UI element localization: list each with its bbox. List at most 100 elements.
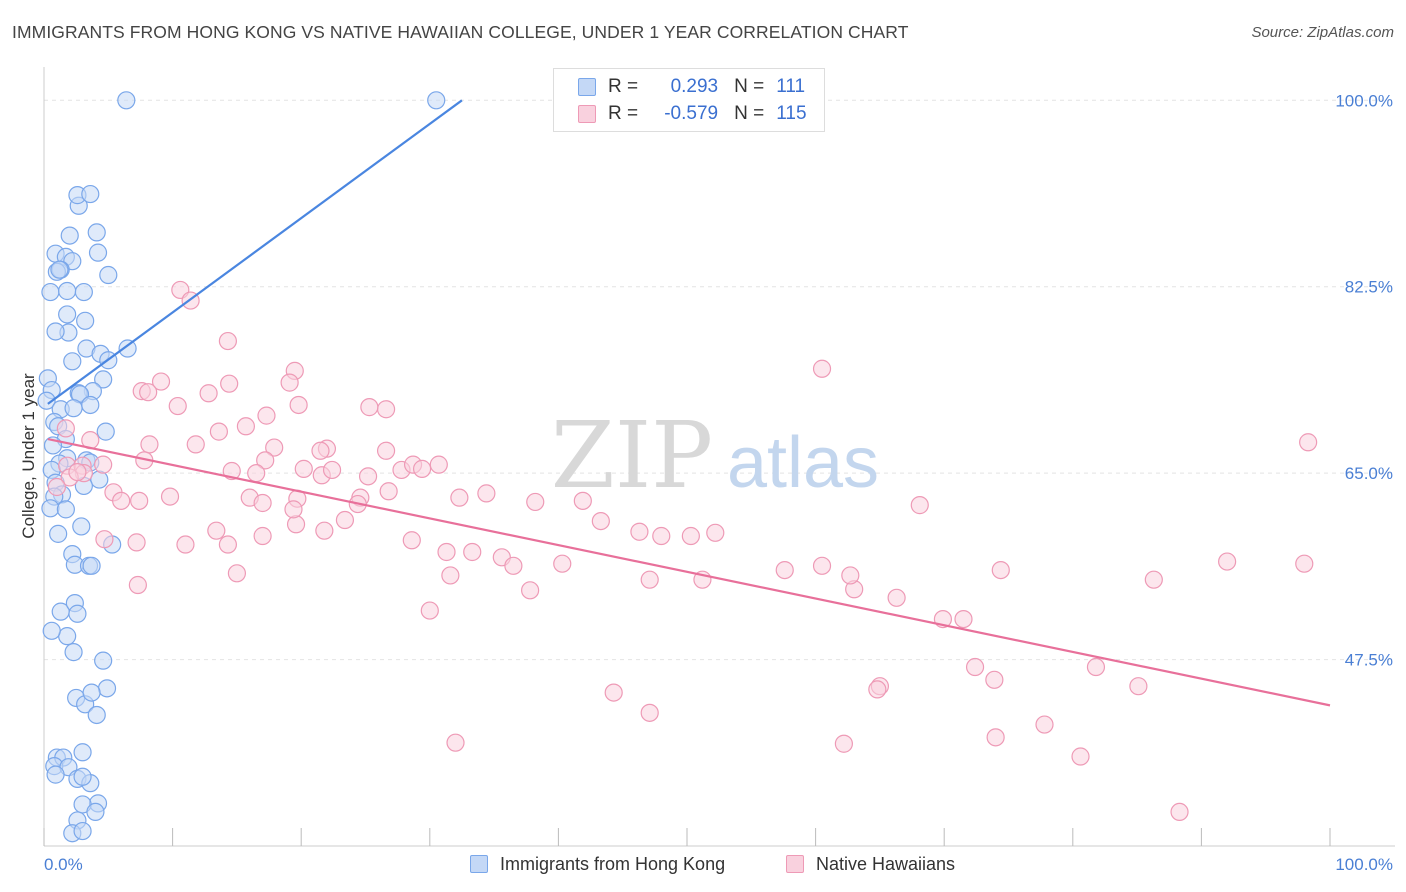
data-point xyxy=(94,370,113,389)
y-tick-labels: 100.0% 82.5% 65.0% 47.5% xyxy=(1335,91,1393,669)
data-point xyxy=(87,223,106,242)
data-point xyxy=(47,477,66,497)
legend-r-label: R = xyxy=(608,76,639,97)
legend-swatch-native-hawaiian xyxy=(578,105,596,123)
bottom-legend-label: Immigrants from Hong Kong xyxy=(500,853,726,874)
x-tick-label: 100.0% xyxy=(1335,855,1393,874)
data-point xyxy=(37,391,56,410)
data-point xyxy=(73,743,92,762)
data-point xyxy=(127,533,146,552)
data-point xyxy=(868,680,887,699)
data-point xyxy=(160,487,180,506)
data-point xyxy=(954,609,973,629)
data-point xyxy=(64,399,83,418)
data-point xyxy=(94,651,113,670)
data-point xyxy=(1071,747,1090,766)
data-point xyxy=(73,767,92,786)
data-point xyxy=(117,91,136,110)
bottom-legend-native-hawaiian: Native Hawaiians xyxy=(786,852,955,876)
legend-n-value: 111 xyxy=(776,76,806,97)
data-point xyxy=(450,488,469,507)
data-point xyxy=(315,521,334,540)
series-native-hawaiian-points xyxy=(47,280,1318,822)
data-point xyxy=(985,670,1004,689)
data-point xyxy=(90,470,109,489)
data-point xyxy=(256,451,275,470)
data-point xyxy=(247,464,266,483)
watermark-atlas: atlas xyxy=(727,423,879,503)
x-tick-labels: 0.0% 100.0% xyxy=(44,855,1393,874)
bottom-legend-swatch-native-hawaiian xyxy=(786,855,804,873)
data-point xyxy=(812,359,832,378)
data-point xyxy=(63,352,82,371)
data-point xyxy=(427,91,446,110)
watermark-zip: ZIP xyxy=(551,402,713,509)
legend-r-value: -0.579 xyxy=(664,103,719,124)
data-point xyxy=(379,482,398,501)
data-point xyxy=(253,493,272,513)
data-point xyxy=(441,566,460,585)
data-point xyxy=(140,435,159,454)
data-point xyxy=(463,542,482,562)
data-point xyxy=(64,643,83,662)
data-point xyxy=(176,535,195,554)
data-point xyxy=(553,554,572,573)
bottom-legend-label: Native Hawaiians xyxy=(816,853,956,874)
y-axis-label: College, Under 1 year xyxy=(19,373,38,539)
legend-n-label: N = xyxy=(734,76,765,97)
data-point xyxy=(1086,657,1106,677)
data-point xyxy=(68,462,87,482)
legend-r-value: 0.293 xyxy=(670,76,719,97)
data-point xyxy=(412,459,432,478)
data-point xyxy=(573,491,592,510)
data-point xyxy=(834,734,853,753)
data-point xyxy=(82,556,101,575)
source-label: Source: ZipAtlas.com xyxy=(1251,24,1394,41)
data-point xyxy=(186,435,205,454)
data-point xyxy=(42,621,61,640)
data-point xyxy=(360,398,379,417)
data-point xyxy=(1170,802,1189,822)
data-point xyxy=(58,627,77,646)
data-point xyxy=(60,226,79,245)
legend-swatch-hong-kong xyxy=(578,78,596,96)
data-point xyxy=(841,566,860,585)
data-point xyxy=(311,441,330,460)
bottom-legend-swatch-hong-kong xyxy=(470,855,488,873)
legend-n-label: N = xyxy=(734,103,765,124)
data-point xyxy=(604,683,623,702)
data-point xyxy=(257,406,276,425)
data-point xyxy=(227,564,246,583)
data-point xyxy=(1295,554,1314,573)
data-point xyxy=(220,374,239,393)
legend-r-label: R = xyxy=(608,103,639,124)
data-point xyxy=(335,510,355,530)
data-point xyxy=(96,422,115,441)
data-point xyxy=(910,496,929,515)
data-point xyxy=(41,282,60,302)
data-point xyxy=(446,733,465,752)
data-point xyxy=(289,395,308,415)
data-point xyxy=(521,581,540,600)
data-point xyxy=(112,491,131,510)
data-point xyxy=(420,601,439,620)
data-point xyxy=(82,683,101,702)
data-point xyxy=(652,526,671,546)
data-point xyxy=(504,556,523,575)
data-point xyxy=(1144,570,1163,589)
data-point xyxy=(681,526,700,546)
data-point xyxy=(209,422,228,441)
data-point xyxy=(72,517,91,536)
data-point xyxy=(95,530,114,549)
data-point xyxy=(218,535,237,554)
data-point xyxy=(46,322,65,341)
data-point xyxy=(1218,552,1237,571)
data-point xyxy=(376,441,396,460)
data-point xyxy=(812,556,832,575)
data-point xyxy=(56,500,75,519)
stats-legend: R = 0.293 N = 111 R = -0.579 N = 115 xyxy=(553,68,825,132)
data-point xyxy=(168,396,187,416)
data-point xyxy=(986,728,1005,747)
data-point xyxy=(50,260,69,279)
data-point xyxy=(139,383,158,402)
